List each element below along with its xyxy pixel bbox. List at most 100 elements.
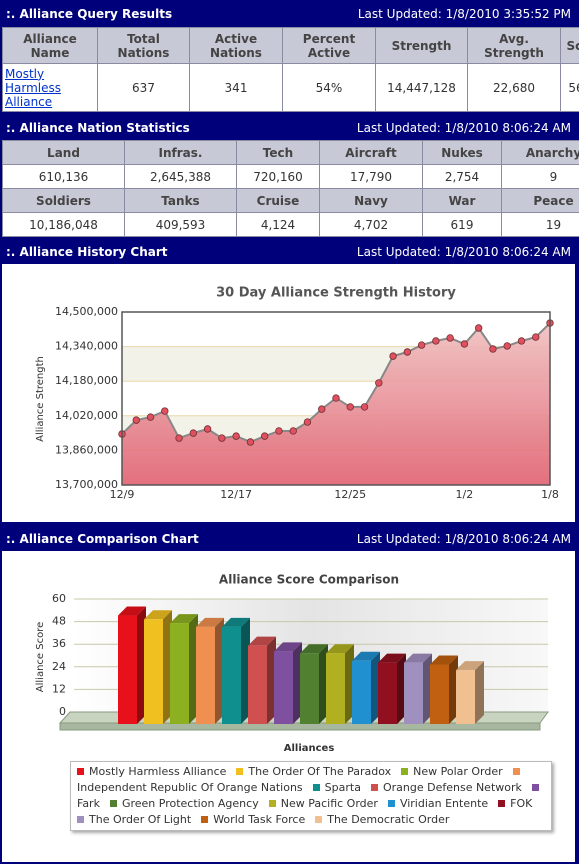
plot-frame <box>121 311 551 486</box>
header-cell: Cruise <box>236 188 320 213</box>
last-updated: Last Updated: 1/8/2010 8:06:24 AM <box>356 532 571 546</box>
cell: 10,186,048 <box>2 212 125 237</box>
marker <box>446 334 454 342</box>
bar <box>404 662 423 724</box>
legend-label: Independent Republic Of Orange Nations <box>77 781 303 794</box>
marker <box>532 333 540 341</box>
marker <box>303 418 312 426</box>
y-tick-label: 13,860,000 <box>55 443 118 456</box>
last-updated: Last Updated: 1/8/2010 3:35:52 PM <box>357 7 571 21</box>
section-bar: :. Alliance History Chart Last Updated: 1… <box>2 240 575 264</box>
legend-swatch <box>312 784 320 791</box>
legend-item: The Order Of The Paradox <box>236 765 391 778</box>
legend-item: New Polar Order <box>401 765 503 778</box>
bar <box>378 662 397 724</box>
header-cell: Nukes <box>422 140 502 165</box>
bar <box>118 615 137 724</box>
marker <box>417 341 426 349</box>
section-title: :. Alliance History Chart <box>6 245 168 259</box>
x-tick-label: 1/2 <box>456 488 474 501</box>
history-chart: 30 Day Alliance Strength History Alliance… <box>2 264 575 522</box>
bar-top <box>170 614 198 624</box>
legend-item: Viridian Entente <box>387 797 489 810</box>
bar-side <box>345 644 354 724</box>
legend-swatch <box>315 816 323 823</box>
bar <box>248 645 267 724</box>
cell: 2,645,388 <box>124 164 237 189</box>
alliance-link[interactable]: Mostly Harmless Alliance <box>5 66 62 109</box>
legend-swatch <box>77 816 84 823</box>
bar-top <box>274 642 302 652</box>
header-cell: Active Nations <box>189 27 283 64</box>
marker <box>489 345 497 353</box>
legend-swatch <box>370 784 378 791</box>
marker <box>175 434 183 442</box>
header-cell: Infras. <box>124 140 237 165</box>
stats-row: 10,186,048 409,593 4,124 4,702 619 19 <box>2 212 579 237</box>
chart-title: Alliance Score Comparison <box>219 573 399 587</box>
query-table: Alliance Name Total Nations Active Nations… <box>2 27 579 112</box>
marker <box>503 342 511 350</box>
legend-swatch <box>201 816 209 823</box>
bar-side <box>189 614 198 724</box>
section-bar: :. Alliance Comparison Chart Last Updated… <box>2 527 575 551</box>
header-cell: War <box>422 188 502 213</box>
marker <box>474 324 483 332</box>
bar-top <box>430 655 458 665</box>
legend-label: New Pacific Order <box>280 797 378 810</box>
marker <box>132 416 140 424</box>
bar-side <box>293 642 302 724</box>
cell: 610,136 <box>2 164 125 189</box>
section-bar: :. Alliance Nation Statistics Last Update… <box>2 116 575 140</box>
area <box>122 323 550 485</box>
bar-top <box>248 636 276 646</box>
header-cell: Navy <box>319 188 423 213</box>
legend-swatch <box>387 800 395 807</box>
x-tick-label: 1/8 <box>541 488 559 501</box>
marker <box>289 427 297 435</box>
cell: 54% <box>282 63 376 112</box>
cell: Mostly Harmless Alliance <box>2 63 98 112</box>
section-title: :. Alliance Comparison Chart <box>6 532 199 546</box>
legend-swatch <box>77 768 84 775</box>
legend-item: World Task Force <box>201 813 305 826</box>
y-tick-label: 14,180,000 <box>55 374 118 387</box>
cell: 4,124 <box>236 212 320 237</box>
cell: 56.46 <box>560 63 579 112</box>
last-updated: Last Updated: 1/8/2010 8:06:24 AM <box>356 245 571 259</box>
legend-item: New Pacific Order <box>268 797 378 810</box>
marker <box>318 405 326 413</box>
cell: 19 <box>501 212 579 237</box>
bar-side <box>475 661 484 724</box>
header-cell: Peace <box>501 188 579 213</box>
bar-top <box>196 617 224 627</box>
bar <box>326 653 345 724</box>
bar-side <box>267 636 276 724</box>
header-cell: Score <box>560 27 579 64</box>
marker <box>332 394 340 402</box>
floor-front <box>59 722 541 731</box>
bar-top <box>144 610 172 620</box>
legend-label: Viridian Entente <box>399 797 489 810</box>
last-updated: Last Updated: 1/8/2010 8:06:24 AM <box>356 121 571 135</box>
marker <box>275 427 283 435</box>
legend-item: Mostly Harmless Alliance <box>77 765 226 778</box>
header-cell: Land <box>2 140 125 165</box>
legend-label: Green Protection Agency <box>121 797 259 810</box>
legend-swatch <box>236 768 244 775</box>
bar-side <box>423 653 432 724</box>
legend-label: New Polar Order <box>413 765 503 778</box>
marker <box>360 403 369 411</box>
cell: 720,160 <box>236 164 320 189</box>
bar <box>170 623 189 724</box>
bar-top <box>300 644 328 654</box>
legend-item: Fark <box>77 781 544 810</box>
cell: 2,754 <box>422 164 502 189</box>
legend-label: FOK <box>510 797 533 810</box>
header-cell: Total Nations <box>97 27 190 64</box>
legend-item: Green Protection Agency <box>109 797 259 810</box>
legend-label: Orange Defense Network <box>382 781 522 794</box>
marker <box>375 379 383 387</box>
bar-top <box>404 653 432 663</box>
header-cell: Strength <box>375 27 468 64</box>
